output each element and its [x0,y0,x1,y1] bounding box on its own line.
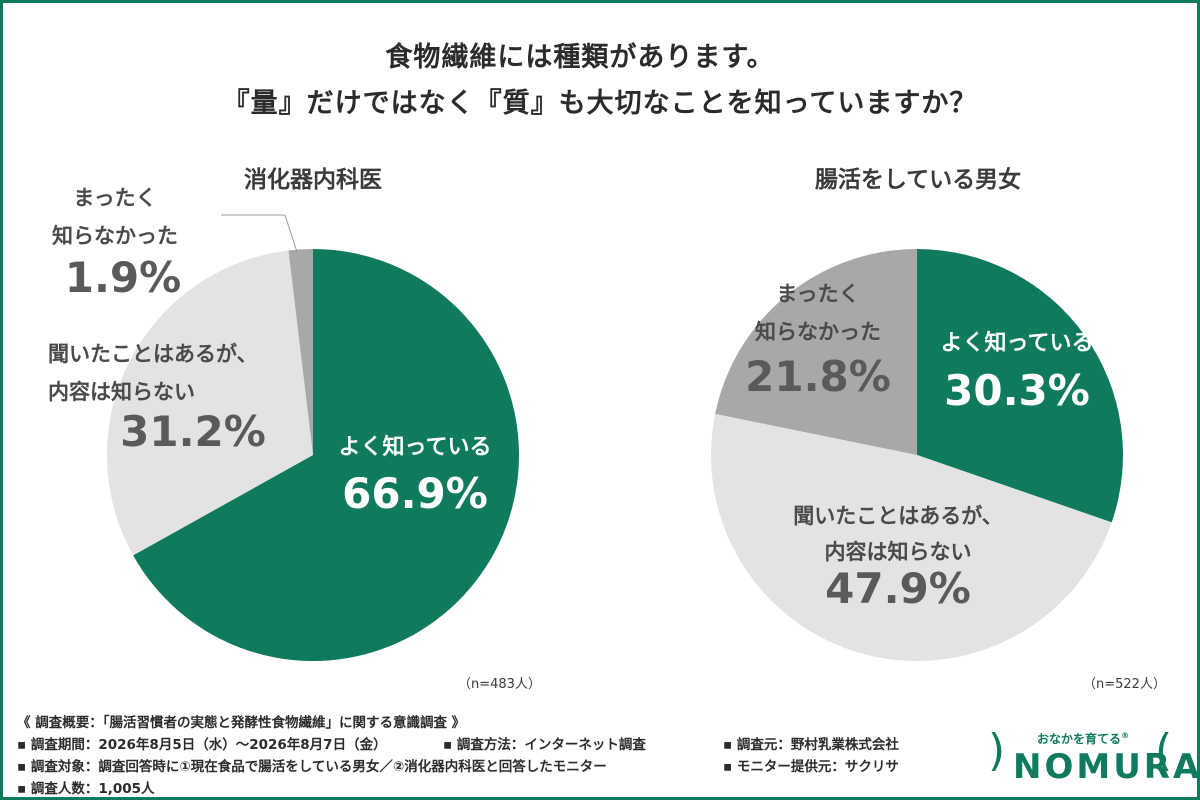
footer-method: ▪ 調査方法：インターネット調査 [443,737,646,753]
left-light-label-0: 聞いたことはあるが、 [48,342,258,366]
footer-target: ▪ 調査対象：調査回答時に①現在食品で腸活をしている男女／②消化器内科医と回答し… [17,759,607,775]
title-line-2: 『量』だけではなく『質』も大切なことを知っていますか？ [222,88,978,119]
footer-source: ▪ 調査元：野村乳業株式会社 [723,737,899,753]
labels-left: よく知っている 66.9% 聞いたことはあるが、内容は知らない 31.2% まったく知ら… [48,186,491,518]
right-n-label: （n=522人） [1083,677,1166,692]
pie-charts: よく知っている66.9%聞いたことはあるが、内容は知らない31.2%まったく知ら… [48,186,1123,661]
left-gray-label-1: 知らなかった [52,224,178,248]
right-gray-label-1: 知らなかった [755,320,881,344]
logo-right-paren: ( [1155,725,1173,776]
footer-count: ▪ 調査人数：1,005人 [17,781,155,797]
footer-overview: 《 調査概要：「腸活習慣者の実態と発酵性食物繊維」に関する意識調査 》 [17,715,466,731]
left-green-label-0: よく知っている [339,434,492,460]
left-green-value-0: 66.9% [342,469,488,518]
right-green-value-0: 30.3% [944,366,1090,415]
right-chart-title: 腸活をしている男女 [814,167,1022,193]
logo-tagline: おなかを育てる® [1037,731,1130,746]
right-light-value-0: 47.9% [825,564,971,613]
pie-right [711,249,1123,661]
logo-left-paren: ) [988,725,1006,776]
left-pie-slice-1 [107,250,313,556]
footer-period: ▪ 調査期間：2026年8月5日（水）～2026年8月7日（金） [17,737,387,753]
right-pie-slice-0 [917,249,1123,523]
right-pie-slice-2 [715,249,917,455]
right-gray-value-0: 21.8% [745,352,891,401]
footer-provider: ▪ モニター提供元：サクリサ [723,759,899,775]
right-light-label-0: 聞いたことはあるが、 [793,504,1003,528]
left-gray-label-0: まったく [73,186,156,210]
right-pie-slice-1 [711,413,1112,661]
left-pie-slice-2 [288,249,313,455]
left-gray-value-0: 1.9% [65,253,181,302]
pie-left [107,249,519,661]
right-gray-label-0: まったく [776,282,859,306]
left-chart-title: 消化器内科医 [244,167,382,193]
left-light-label-1: 内容は知らない [48,380,195,404]
left-pie-slice-0 [133,249,519,661]
logo-name: NOMURA [1013,747,1200,787]
leader-line-left-2 [284,214,298,253]
right-light-label-1: 内容は知らない [825,540,972,564]
left-light-value-0: 31.2% [120,407,266,456]
right-green-label-0: よく知っている [941,330,1094,356]
title-line-1: 食物繊維には種類があります。 [385,42,775,73]
left-n-label: （n=483人） [458,677,541,692]
